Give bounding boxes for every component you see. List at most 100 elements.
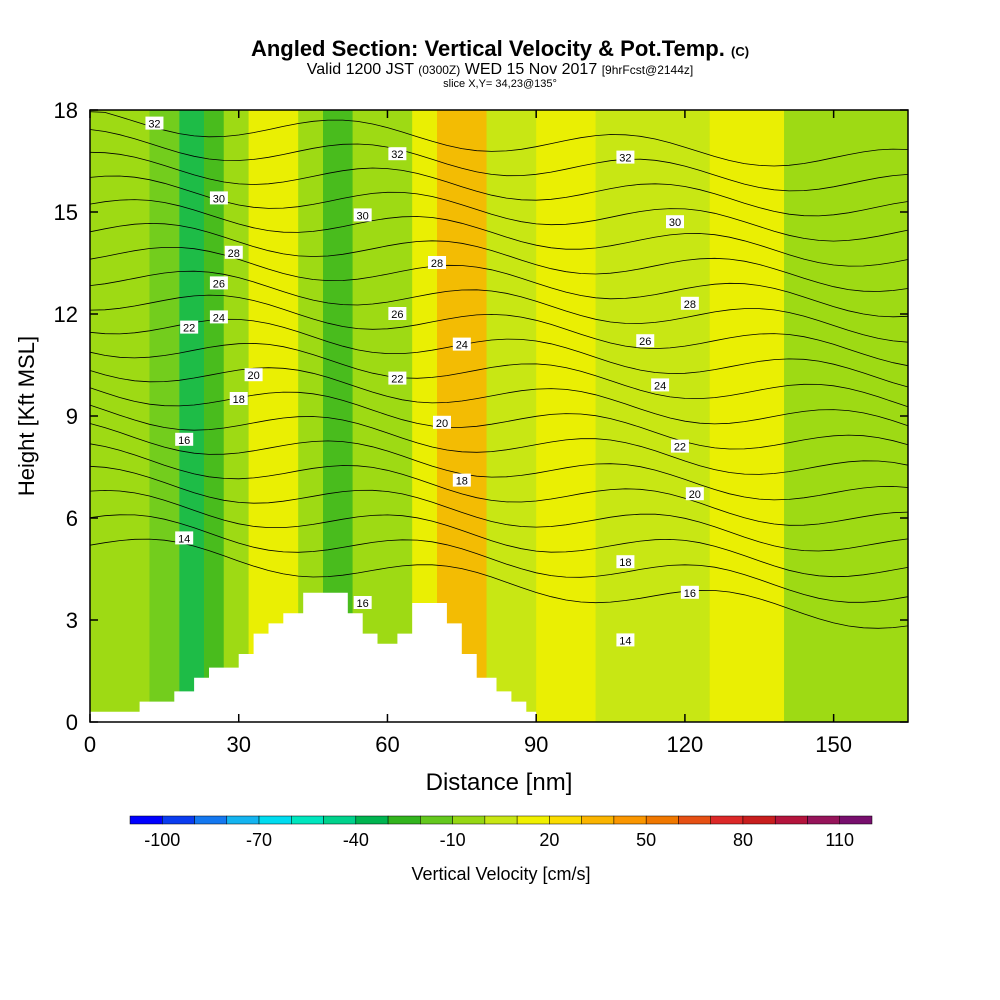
colorbar-swatch: [516, 815, 550, 825]
isentrope-21: [89, 387, 909, 450]
contour-label: 32: [619, 153, 631, 165]
x-tick-label: 0: [84, 732, 96, 757]
isentrope-25: [89, 294, 909, 367]
contour-label: 18: [619, 557, 631, 569]
contour-label-bg: [209, 310, 228, 324]
contour-label: 20: [436, 418, 448, 430]
contour-label-bg: [428, 256, 447, 269]
colorbar: -100 -70 -40 -10 20 50 80 110 Vertical Velocity …: [129, 815, 873, 884]
contour-label: 32: [391, 149, 403, 161]
y-tick-label: 6: [66, 506, 78, 531]
velocity-band: [709, 110, 785, 722]
x-axis-label: Distance [nm]: [426, 769, 573, 796]
contour-label: 32: [148, 119, 160, 131]
contour-label-bg: [670, 439, 689, 453]
forecast-info: [9hrFcst@2144z]: [601, 63, 694, 77]
axes: 0 30 60 90 120 150 0 3 6 9 12 15 18 Distance [nm] Heig…: [14, 98, 909, 796]
isentrope-20: [89, 404, 909, 475]
colorbar-swatch: [774, 815, 808, 825]
contour-label-bg: [353, 208, 372, 222]
isentrope-18: [89, 443, 909, 526]
contour-label-bg: [680, 296, 699, 310]
colorbar-swatch: [549, 815, 582, 825]
colorbar-label: Vertical Velocity [cm/s]: [411, 864, 590, 884]
velocity-band: [149, 110, 180, 722]
contour-label: 26: [391, 309, 403, 321]
contour-label: 20: [247, 370, 259, 382]
isentrope-31: [89, 151, 909, 217]
isentrope-14: [89, 538, 909, 629]
contour-label-bg: [175, 432, 194, 446]
contour-label: 22: [391, 374, 403, 386]
colorbar-swatch: [678, 815, 711, 825]
velocity-band: [536, 110, 596, 722]
contour-label-bg: [616, 555, 635, 569]
isentrope-33: [89, 111, 909, 167]
valid-prefix: Valid 1200 JST: [306, 61, 414, 78]
valid-zulu: (0300Z): [418, 63, 461, 77]
x-tick-label: 30: [226, 732, 250, 757]
colorbar-swatch: [323, 815, 357, 825]
velocity-band: [204, 110, 224, 722]
contour-label-bg: [180, 320, 199, 334]
contour-label-bg: [353, 596, 372, 609]
contour-label: 24: [456, 340, 468, 352]
x-tick-label: 120: [667, 732, 704, 757]
colorbar-tick-label: 20: [539, 830, 559, 850]
y-tick-label: 9: [66, 404, 78, 429]
contour-label: 16: [178, 435, 190, 447]
isentrope-26: [89, 270, 909, 343]
colorbar-swatch: [355, 815, 389, 825]
colorbar-tick-label: -70: [246, 830, 272, 850]
contour-label-bg: [145, 116, 164, 130]
contour-label-bg: [665, 215, 684, 229]
contour-label: 24: [213, 312, 225, 324]
contour-label-bg: [432, 415, 451, 429]
slice-info: slice X,Y= 34,23@135°: [443, 78, 557, 90]
x-tick-label: 150: [815, 732, 852, 757]
isentrope-19: [89, 423, 909, 501]
contour-label-bg: [244, 368, 263, 382]
contour-label-bg: [388, 307, 407, 320]
y-tick-label: 0: [66, 710, 78, 735]
colorbar-tick-label: -10: [440, 830, 466, 850]
contour-label-bg: [616, 150, 635, 164]
chart-title: Angled Section: Vertical Velocity & Pot.…: [0, 36, 1000, 62]
colorbar-tick-label: 110: [825, 830, 854, 850]
colorbar-swatch: [613, 815, 647, 825]
chart-title-unit: (C): [731, 44, 750, 59]
contour-label-bg: [175, 531, 194, 545]
contour-label-bg: [209, 276, 228, 290]
contour-label: 30: [669, 217, 681, 229]
contour-label: 22: [183, 323, 195, 335]
isentrope-29: [89, 199, 909, 267]
contour-label: 28: [431, 258, 443, 270]
contour-label: 16: [684, 588, 696, 600]
colorbar-swatch: [129, 815, 163, 825]
isentrope-15: [89, 514, 909, 603]
contour-label-bg: [388, 371, 407, 385]
contour-label: 28: [684, 299, 696, 311]
colorbar-swatch: [291, 815, 324, 825]
contour-label: 26: [639, 336, 651, 348]
contour-label-bg: [636, 334, 655, 348]
isentrope-17: [89, 465, 909, 552]
colorbar-tick-label: 50: [636, 830, 656, 850]
contour-labels: 32 32 32 30 30 30 28 28 28 26 26 26 24 24 24 22 22 22 20 20…: [145, 116, 704, 647]
velocity-band: [784, 110, 908, 722]
velocity-band: [223, 110, 249, 722]
colorbar-swatch: [839, 815, 873, 825]
contour-label: 18: [233, 394, 245, 406]
isentrope-22: [89, 367, 909, 427]
colorbar-swatch: [258, 815, 292, 825]
contour-label: 28: [228, 248, 240, 260]
isentrope-32: [89, 129, 909, 192]
y-tick-label: 12: [54, 302, 78, 327]
contour-label: 16: [357, 598, 369, 610]
isentrope-16: [89, 489, 909, 578]
colorbar-swatch: [710, 815, 744, 825]
valid-date: WED 15 Nov 2017: [464, 61, 598, 78]
x-tick-label: 90: [524, 732, 548, 757]
y-tick-label: 18: [54, 98, 78, 123]
contour-label: 22: [674, 442, 686, 454]
